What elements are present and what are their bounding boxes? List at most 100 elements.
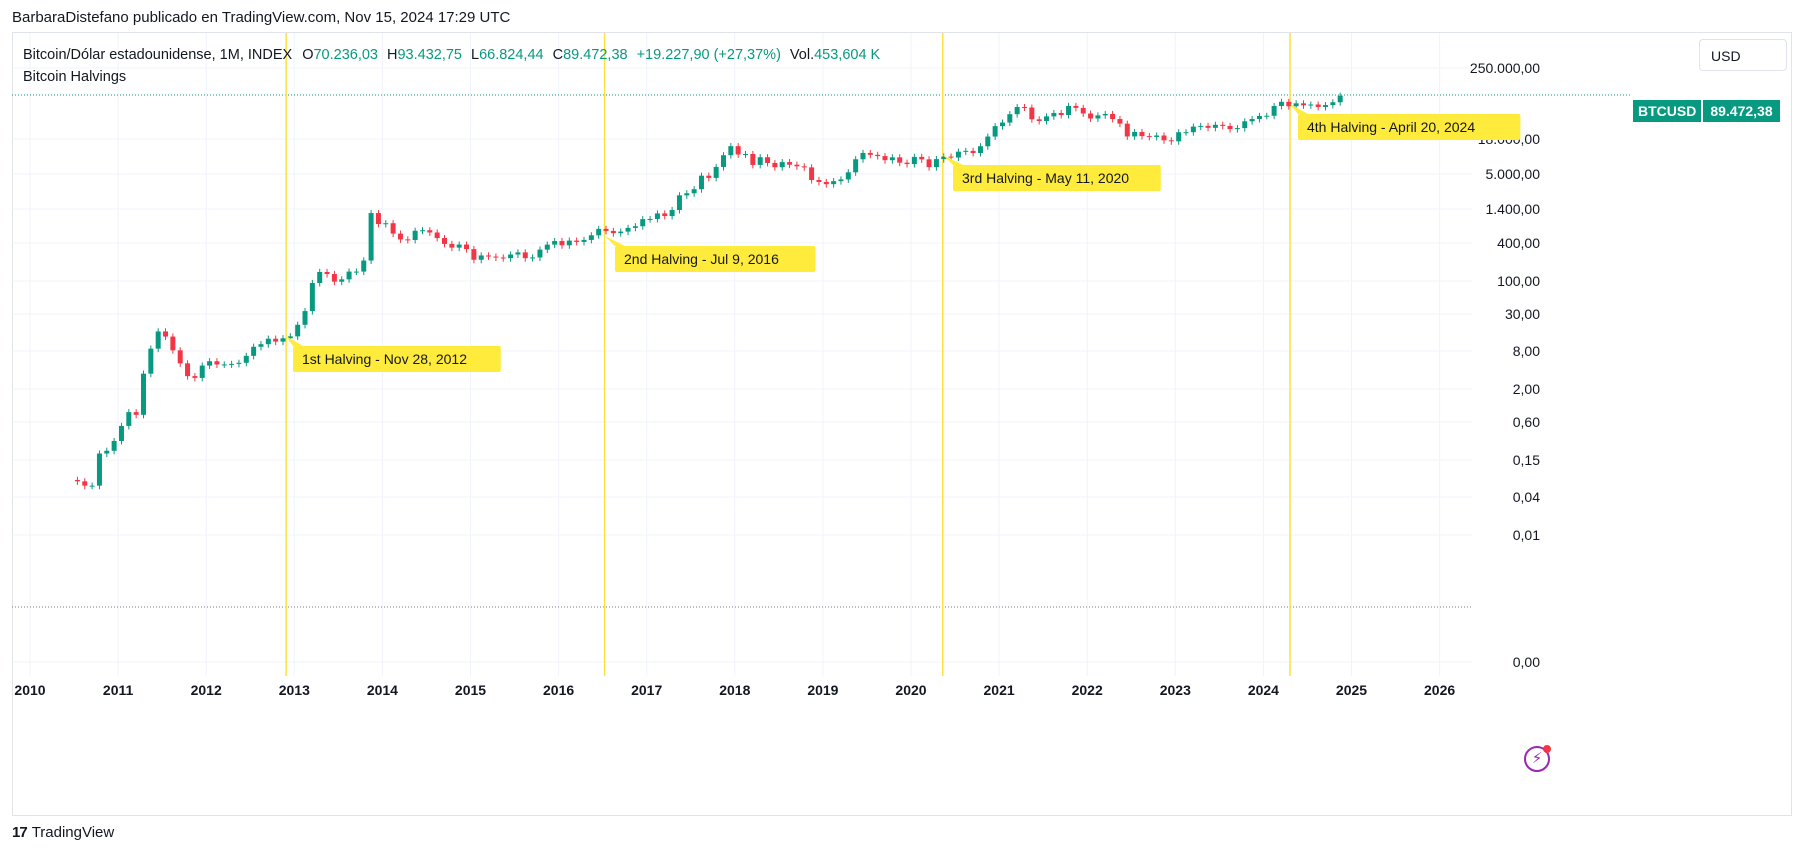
candle-body <box>743 153 749 155</box>
x-tick-label: 2019 <box>807 682 838 698</box>
candle-body <box>720 155 726 167</box>
lightning-icon[interactable]: ⚡ <box>1524 745 1551 772</box>
candle-body <box>500 257 506 259</box>
candle-body <box>111 441 117 451</box>
x-tick-label: 2020 <box>895 682 926 698</box>
halving-label-box[interactable] <box>1298 114 1521 140</box>
candle-body <box>596 228 602 236</box>
candle-body <box>464 244 470 250</box>
candle-body <box>581 239 587 242</box>
candle-body <box>588 235 594 240</box>
axis-layer: 250.000,0018.000,005.000,001.400,00400,0… <box>14 60 1540 698</box>
candle-body <box>148 348 154 374</box>
halving-label-box[interactable] <box>615 246 816 272</box>
candle-body <box>1176 132 1182 142</box>
candle-body <box>1242 121 1248 129</box>
candle-body <box>361 260 367 272</box>
candle-body <box>302 311 308 325</box>
candle-body <box>735 146 741 155</box>
candle-body <box>1264 115 1270 117</box>
candle-body <box>625 227 631 232</box>
candle-body <box>229 363 235 365</box>
volume-label: Vol. <box>789 47 815 63</box>
candle-body <box>1117 119 1123 124</box>
candle-body <box>728 146 734 156</box>
candle-body <box>1146 136 1152 138</box>
candle-body <box>1198 125 1204 127</box>
candle-body <box>537 249 543 258</box>
candle-body <box>992 126 998 137</box>
x-tick-label: 2014 <box>367 682 398 698</box>
candle-body <box>185 363 191 377</box>
indicator-name[interactable]: Bitcoin Halvings <box>23 69 127 85</box>
candle-body <box>353 271 359 273</box>
candle-body <box>713 166 719 178</box>
halving-layer <box>285 33 1291 676</box>
candle-body <box>897 157 903 163</box>
symbol-description[interactable]: Bitcoin/Dólar estadounidense, 1M, INDEX <box>23 47 293 63</box>
candle-body <box>522 252 528 259</box>
candle-body <box>772 162 778 168</box>
candle-body <box>559 241 565 246</box>
candle-body <box>1132 131 1138 137</box>
x-tick-label: 2015 <box>455 682 486 698</box>
x-tick-label: 2026 <box>1424 682 1455 698</box>
candle-body <box>104 450 110 454</box>
candle-body <box>1330 102 1336 106</box>
candle-body <box>1271 105 1277 116</box>
candle-body <box>999 122 1005 127</box>
candle-body <box>698 175 704 190</box>
x-tick-label: 2012 <box>191 682 222 698</box>
candle-body <box>405 239 411 241</box>
candle-body <box>89 485 95 487</box>
candle-body <box>1205 125 1211 128</box>
candle-body <box>214 361 220 365</box>
candle-body <box>163 331 169 337</box>
candle-body <box>647 218 653 220</box>
candle-body <box>273 338 279 342</box>
candle-body <box>1161 135 1167 141</box>
ohlc-row: Bitcoin/Dólar estadounidense, 1M, INDEX O… <box>23 44 889 66</box>
candle-body <box>82 481 88 486</box>
chart-pane[interactable] <box>12 32 1792 816</box>
halving-label-box[interactable] <box>953 165 1161 191</box>
candle-body <box>544 244 550 250</box>
candle-body <box>383 223 389 225</box>
candle-body <box>1300 103 1306 106</box>
tradingview-logo[interactable]: 17 TradingView <box>12 824 114 841</box>
candle-body <box>684 193 690 196</box>
chart-legend: Bitcoin/Dólar estadounidense, 1M, INDEX O… <box>23 44 889 88</box>
y-tick-label: 5.000,00 <box>1486 166 1541 182</box>
candle-body <box>1256 115 1262 120</box>
candle-body <box>1058 113 1064 116</box>
candle-body <box>809 167 815 181</box>
candle-body <box>963 150 969 152</box>
candle-body <box>317 271 323 283</box>
candle-body <box>1073 105 1079 108</box>
change-value: +19.227,90 (+27,37%) <box>636 47 781 63</box>
candle-body <box>816 180 822 182</box>
candle-body <box>530 257 536 259</box>
candle-body <box>1095 115 1101 119</box>
candle-body <box>96 453 102 486</box>
candle-body <box>1102 113 1108 116</box>
candle-body <box>478 255 484 260</box>
candle-body <box>1051 113 1057 117</box>
halving-label-box[interactable] <box>293 346 501 372</box>
candle-body <box>765 157 771 163</box>
indicator-row: Bitcoin Halvings <box>23 66 889 88</box>
candle-body <box>456 244 462 248</box>
currency-button[interactable]: USD <box>1699 39 1787 71</box>
candle-body <box>669 210 675 217</box>
candle-body <box>1110 113 1116 120</box>
candle-body <box>838 179 844 182</box>
low-label: L <box>471 47 480 63</box>
candle-body <box>911 156 917 165</box>
candle-body <box>948 156 954 158</box>
candle-body <box>1190 126 1196 133</box>
candle-body <box>1022 107 1028 109</box>
candle-body <box>287 336 293 339</box>
candle-body <box>309 282 315 312</box>
candle-body <box>1286 101 1292 107</box>
